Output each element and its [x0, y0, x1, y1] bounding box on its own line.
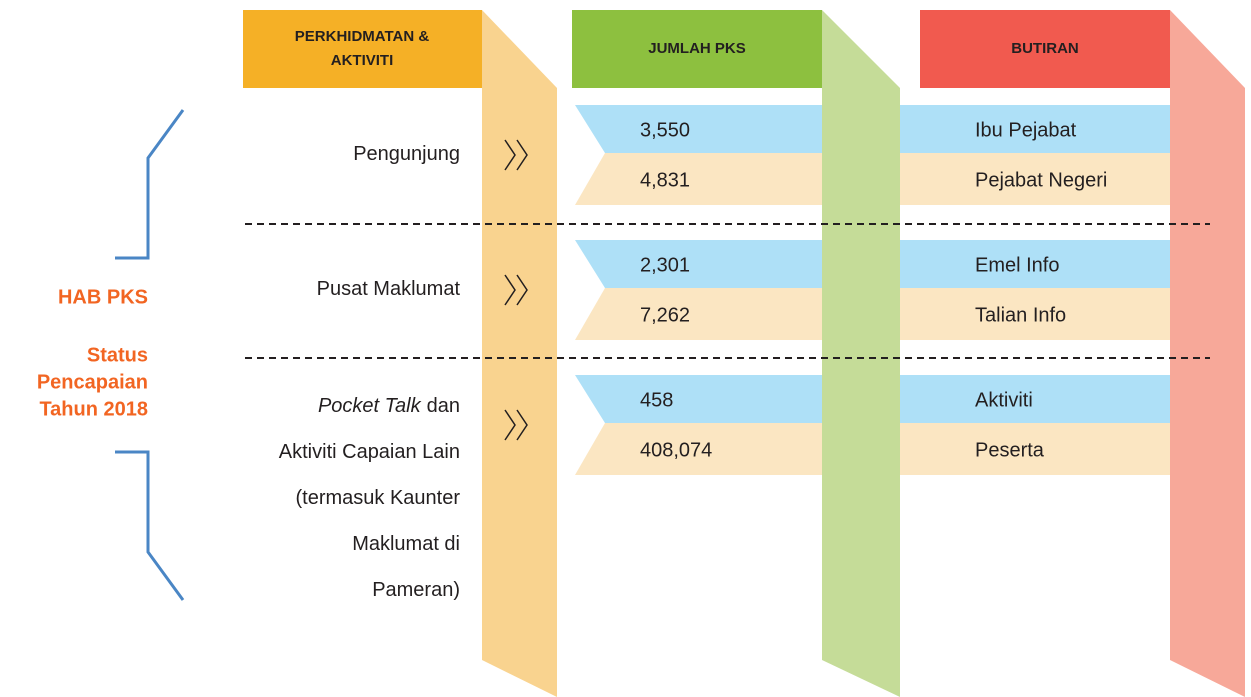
- header-box: [243, 10, 482, 88]
- ribbon: [482, 10, 557, 697]
- side-subtitle: Tahun 2018: [39, 398, 148, 420]
- count: 2,301: [640, 254, 690, 276]
- activity-text: Aktiviti Capaian Lain: [279, 441, 460, 463]
- activity: Pameran): [372, 579, 460, 601]
- count: 3,550: [640, 119, 690, 141]
- chevron: [504, 274, 516, 306]
- activity: (termasuk Kaunter: [295, 487, 460, 509]
- activity-text: (termasuk Kaunter: [295, 487, 460, 509]
- header-box: [920, 10, 1170, 88]
- detail: Ibu Pejabat: [975, 119, 1077, 141]
- detail: Talian Info: [975, 304, 1066, 326]
- activity: Aktiviti Capaian Lain: [279, 441, 460, 463]
- header-label: BUTIRAN: [1011, 40, 1079, 57]
- activity-text: dan: [427, 395, 460, 417]
- detail: Pejabat Negeri: [975, 169, 1107, 191]
- side-subtitle: Status: [87, 344, 148, 366]
- chevron: [504, 139, 516, 171]
- activity-text: Maklumat di: [352, 533, 460, 555]
- activity: Pusat Maklumat: [317, 278, 461, 300]
- chevron: [504, 409, 516, 441]
- count: 458: [640, 389, 673, 411]
- chevron: [516, 139, 528, 171]
- activity-text: Pameran): [372, 579, 460, 601]
- chevron: [516, 274, 528, 306]
- header-label: JUMLAH PKS: [648, 40, 746, 57]
- side-title: HAB PKS: [58, 286, 148, 308]
- activity: Maklumat di: [352, 533, 460, 555]
- count: 4,831: [640, 169, 690, 191]
- ribbon: [822, 10, 900, 697]
- detail: Peserta: [975, 439, 1045, 461]
- count: 7,262: [640, 304, 690, 326]
- activity: Pocket Talk dan: [318, 395, 460, 417]
- activity: Pengunjung: [353, 143, 460, 165]
- activity-italic: Pocket Talk: [318, 395, 422, 417]
- header-label: AKTIVITI: [331, 52, 394, 69]
- header-label: PERKHIDMATAN &: [295, 28, 430, 45]
- side-subtitle: Pencapaian: [37, 371, 148, 393]
- bracket-bottom: [115, 450, 185, 601]
- activity-text: Pusat Maklumat: [317, 278, 461, 300]
- chevron: [516, 409, 528, 441]
- bracket-top: [115, 109, 185, 260]
- detail: Aktiviti: [975, 389, 1033, 411]
- content: HAB PKS Status Pencapaian Tahun 2018 PERKHID…: [37, 28, 1107, 601]
- header-box: [572, 10, 822, 88]
- count: 408,074: [640, 439, 712, 461]
- activity-text: Pengunjung: [353, 143, 460, 165]
- ribbon: [1170, 10, 1245, 697]
- detail: Emel Info: [975, 254, 1059, 276]
